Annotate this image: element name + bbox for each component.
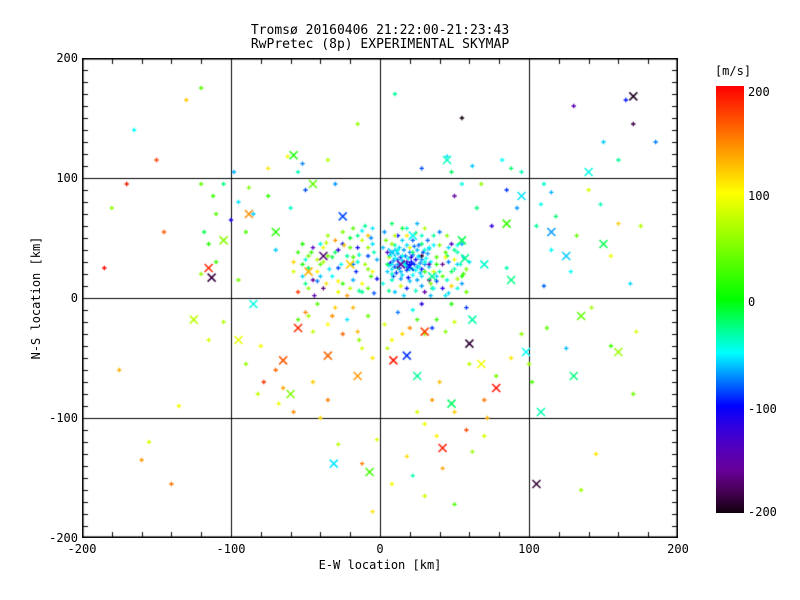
x-tick-label: 200 <box>667 542 689 556</box>
x-tick-label: 100 <box>518 542 540 556</box>
colorbar-tick-label: 100 <box>748 189 770 203</box>
chart-title-line2: RwPretec (8p) EXPERIMENTAL SKYMAP <box>250 37 510 52</box>
y-tick-label: -100 <box>49 411 78 425</box>
colorbar <box>716 86 744 513</box>
colorbar-tick-label: -100 <box>748 402 777 416</box>
chart-title-line1: Tromsø 20160406 21:22:00-21:23:43 <box>250 23 510 38</box>
colorbar-tick-label: -200 <box>748 505 777 519</box>
y-axis-title: N-S location [km] <box>29 236 43 360</box>
colorbar-unit-label: [m/s] <box>714 64 752 78</box>
y-tick-label: -200 <box>49 531 78 545</box>
x-tick-label: 0 <box>376 542 384 556</box>
colorbar-tick-label: 0 <box>748 295 756 309</box>
x-tick-label: -200 <box>67 542 97 556</box>
colorbar-tick-label: 200 <box>748 85 770 99</box>
x-tick-label: -100 <box>216 542 246 556</box>
y-tick-label: 100 <box>56 171 78 185</box>
y-tick-label: 200 <box>56 51 78 65</box>
y-tick-label: 0 <box>70 291 78 305</box>
skymap-scatter-canvas <box>82 58 678 538</box>
x-axis-title: E-W location [km] <box>318 558 442 572</box>
